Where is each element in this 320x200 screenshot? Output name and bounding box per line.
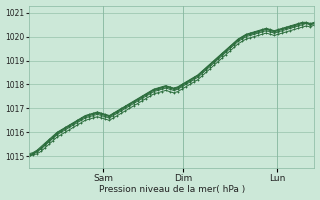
X-axis label: Pression niveau de la mer( hPa ): Pression niveau de la mer( hPa )	[99, 185, 245, 194]
